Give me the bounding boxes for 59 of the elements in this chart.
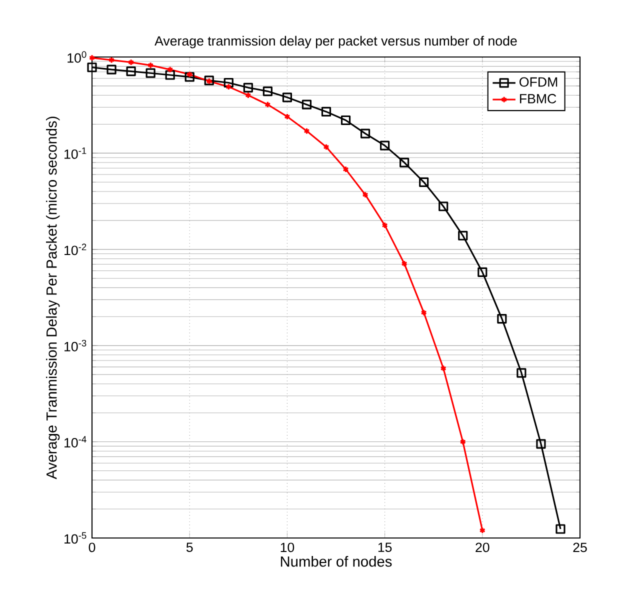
x-axis-title: Number of nodes <box>280 556 392 567</box>
x-tick-label: 15 <box>378 542 392 552</box>
point <box>245 92 252 99</box>
y-tick-label: 10$^{-2}$ <box>64 244 86 256</box>
point <box>460 438 466 446</box>
point <box>126 66 136 76</box>
y-axis-title: Average Tranmission Delay Per Packet (micro seconds) <box>46 116 60 480</box>
point <box>420 309 427 316</box>
point <box>458 230 468 240</box>
point <box>419 177 429 187</box>
point <box>166 66 174 74</box>
point <box>108 56 115 64</box>
point <box>304 128 310 134</box>
x-tick-label: 10 <box>280 542 294 552</box>
point <box>440 364 446 372</box>
point <box>146 68 156 78</box>
point <box>106 64 116 74</box>
point <box>536 439 546 449</box>
point <box>497 314 507 324</box>
point <box>478 267 488 277</box>
point <box>128 58 134 66</box>
point <box>87 62 97 72</box>
x-tick-label: 20 <box>476 542 490 552</box>
legend-label: FBMC <box>520 94 556 104</box>
point <box>302 100 312 110</box>
point <box>401 260 408 268</box>
point <box>362 191 368 198</box>
point <box>380 140 390 150</box>
y-tick-label: 10$^{-4}$ <box>64 436 86 448</box>
point <box>400 158 410 168</box>
point <box>516 368 526 378</box>
point <box>224 78 234 88</box>
x-tick-label: 5 <box>186 542 193 552</box>
point <box>342 166 349 173</box>
y-tick-label: 10$^{-5}$ <box>64 532 86 544</box>
point <box>360 128 370 138</box>
y-tick-label: 10$^{-3}$ <box>64 340 86 352</box>
point <box>282 92 292 102</box>
point <box>165 70 175 80</box>
y-tick-label: 10$^{0}$ <box>68 51 86 63</box>
point <box>323 144 330 150</box>
point <box>556 524 566 534</box>
chart-title: Average tranmission delay per packet versus number of node <box>154 36 517 48</box>
point <box>382 222 388 229</box>
point <box>284 113 290 120</box>
legend-label: OFDM <box>520 77 558 87</box>
x-tick-label: 0 <box>88 542 96 552</box>
x-tick-label: 25 <box>573 542 587 552</box>
point <box>147 62 154 69</box>
point <box>186 70 193 78</box>
point <box>243 82 253 92</box>
point <box>321 106 332 116</box>
point <box>262 86 272 96</box>
point <box>226 83 232 90</box>
y-tick-label: 10$^{-1}$ <box>64 148 86 159</box>
point <box>438 202 448 212</box>
point <box>340 115 351 126</box>
point <box>184 72 194 82</box>
point <box>264 101 271 108</box>
